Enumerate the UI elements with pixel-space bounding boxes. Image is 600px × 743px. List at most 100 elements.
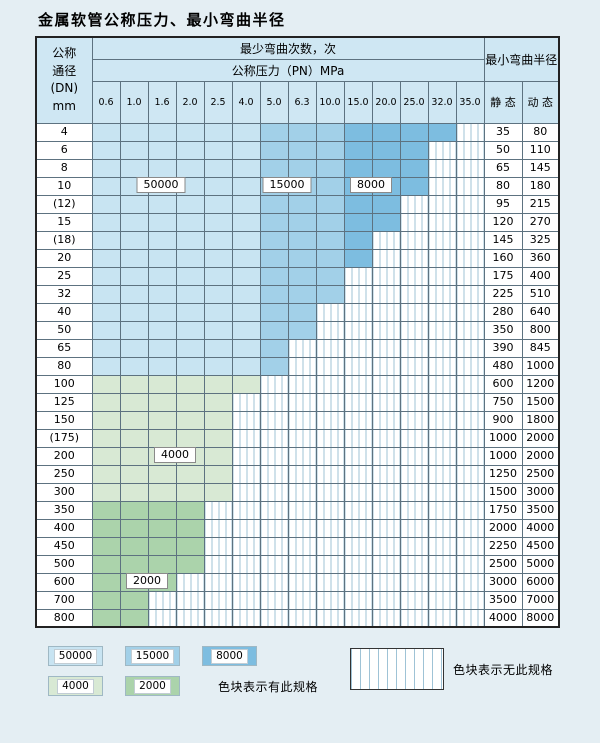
spec-cell — [91, 446, 121, 466]
spec-cell — [203, 374, 233, 394]
spec-cell — [399, 176, 429, 196]
no-spec-cell — [287, 446, 317, 466]
table-row: 250 1250 2500 — [35, 464, 560, 484]
no-spec-cell — [399, 572, 429, 592]
legend-label: 50000 — [53, 648, 98, 664]
static-radius-cell: 4000 — [483, 608, 523, 628]
no-spec-cell — [287, 374, 317, 394]
no-spec-cell — [427, 482, 457, 502]
no-spec-cell — [427, 500, 457, 520]
no-spec-cell — [427, 572, 457, 592]
static-radius-cell: 50 — [483, 140, 523, 160]
no-spec-cell — [455, 518, 485, 538]
pressure-col-header: 0.6 — [91, 80, 121, 124]
legend-swatch-4000: 4000 — [48, 676, 103, 696]
cycle-count-label: 8000 — [350, 177, 392, 193]
table-row: 50 350 800 — [35, 320, 560, 340]
no-spec-cell — [399, 266, 429, 286]
dn-cell: 65 — [35, 338, 93, 358]
spec-cell — [259, 140, 289, 160]
spec-cell — [147, 500, 177, 520]
no-spec-cell — [231, 428, 261, 448]
no-spec-cell — [455, 374, 485, 394]
no-spec-cell — [315, 302, 345, 322]
no-spec-cell — [231, 518, 261, 538]
pressure-col-header: 5.0 — [259, 80, 289, 124]
no-spec-cell — [371, 410, 401, 430]
spec-cell — [91, 338, 121, 358]
spec-cell — [119, 590, 149, 610]
spec-cell — [119, 518, 149, 538]
static-radius-cell: 1000 — [483, 428, 523, 448]
spec-cell — [203, 338, 233, 358]
spec-cell — [315, 194, 345, 214]
dn-cell: (175) — [35, 428, 93, 448]
spec-cell — [175, 428, 205, 448]
no-spec-cell — [399, 230, 429, 250]
static-radius-cell: 350 — [483, 320, 523, 340]
spec-cell — [119, 122, 149, 142]
static-radius-cell: 1000 — [483, 446, 523, 466]
no-spec-cell — [455, 500, 485, 520]
no-spec-cell — [259, 464, 289, 484]
spec-cell — [259, 302, 289, 322]
bend-count-header: 最少弯曲次数，次 — [91, 36, 485, 60]
spec-cell — [259, 338, 289, 358]
no-spec-cell — [371, 482, 401, 502]
spec-cell — [119, 536, 149, 556]
table-row: (18) 145 325 — [35, 230, 560, 250]
spec-cell — [231, 356, 261, 376]
dn-cell: 200 — [35, 446, 93, 466]
spec-cell — [343, 140, 373, 160]
spec-cell — [175, 482, 205, 502]
pressure-col-header: 1.6 — [147, 80, 177, 124]
spec-cell — [315, 248, 345, 268]
no-spec-cell — [343, 302, 373, 322]
no-spec-cell — [259, 374, 289, 394]
pressure-col-header: 25.0 — [399, 80, 429, 124]
spec-cell — [147, 284, 177, 304]
spec-cell — [259, 356, 289, 376]
spec-cell — [231, 212, 261, 232]
spec-cell — [91, 248, 121, 268]
spec-cell — [175, 266, 205, 286]
no-spec-cell — [427, 536, 457, 556]
dynamic-radius-cell: 5000 — [521, 554, 560, 574]
dn-cell: 125 — [35, 392, 93, 412]
table-row: 20 160 360 — [35, 248, 560, 268]
static-radius-cell: 1250 — [483, 464, 523, 484]
dynamic-radius-cell: 1500 — [521, 392, 560, 412]
dn-cell: 20 — [35, 248, 93, 268]
dn-cell: 25 — [35, 266, 93, 286]
spec-cell — [259, 266, 289, 286]
spec-cell — [287, 230, 317, 250]
table-row: 350 1750 3500 — [35, 500, 560, 520]
static-radius-cell: 65 — [483, 158, 523, 178]
spec-cell — [203, 392, 233, 412]
pressure-col-header: 15.0 — [343, 80, 373, 124]
spec-cell — [91, 374, 121, 394]
static-radius-cell: 1500 — [483, 482, 523, 502]
no-spec-cell — [315, 518, 345, 538]
spec-cell — [343, 212, 373, 232]
no-spec-cell — [371, 230, 401, 250]
no-spec-cell — [175, 572, 205, 592]
no-spec-cell — [315, 464, 345, 484]
spec-cell — [203, 446, 233, 466]
no-spec-cell — [371, 428, 401, 448]
no-spec-cell — [259, 446, 289, 466]
dynamic-radius-cell: 145 — [521, 158, 560, 178]
spec-cell — [231, 320, 261, 340]
spec-cell — [147, 410, 177, 430]
spec-cell — [399, 122, 429, 142]
no-spec-cell — [427, 518, 457, 538]
no-spec-cell — [399, 410, 429, 430]
pressure-col-header: 20.0 — [371, 80, 401, 124]
dynamic-radius-cell: 215 — [521, 194, 560, 214]
spec-cell — [371, 122, 401, 142]
spec-cell — [259, 212, 289, 232]
no-spec-cell — [315, 608, 345, 628]
dn-header-line: mm — [52, 98, 76, 113]
static-radius-cell: 120 — [483, 212, 523, 232]
dynamic-radius-cell: 6000 — [521, 572, 560, 592]
